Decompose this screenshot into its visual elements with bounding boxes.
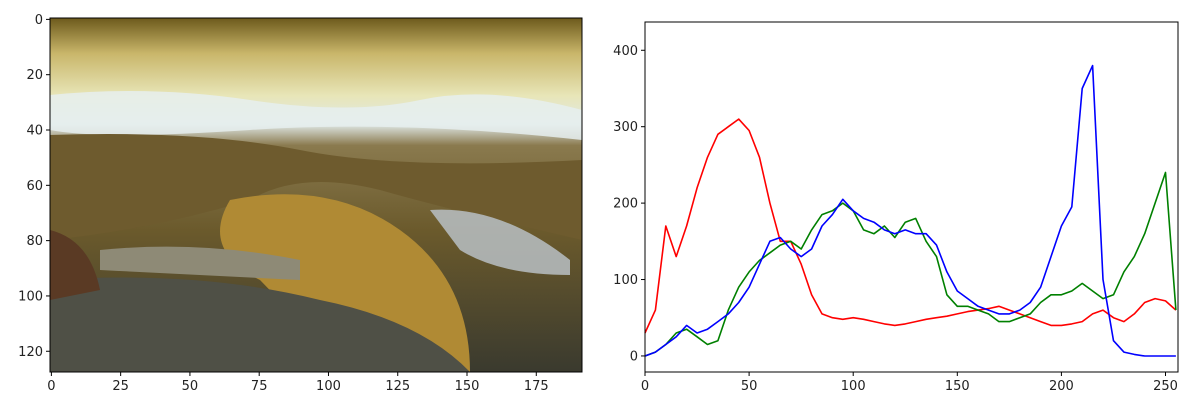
- x-tick-label: 0: [47, 379, 55, 394]
- y-tick-label: 80: [26, 234, 43, 249]
- x-tick-label: 50: [182, 379, 199, 394]
- x-tick-label: 0: [641, 379, 649, 394]
- y-tick-label: 0: [35, 13, 43, 28]
- y-tick-label: 200: [613, 197, 638, 212]
- x-tick-label: 250: [1153, 379, 1178, 394]
- x-tick-label: 100: [316, 379, 341, 394]
- y-tick-label: 60: [26, 179, 43, 194]
- x-tick-label: 75: [251, 379, 268, 394]
- photo: [50, 18, 582, 372]
- page: {"chart_data": [ {"type": "image", "xlim…: [0, 0, 1188, 401]
- y-tick-label: 120: [18, 345, 43, 360]
- y-tick-label: 300: [613, 120, 638, 135]
- y-tick-label: 100: [18, 289, 43, 304]
- figure: 0 25 50 75 100 125 150 175 0 20 40 60 80 100 120 0 50 100…: [0, 0, 1188, 401]
- x-tick-label: 100: [841, 379, 866, 394]
- x-tick-label: 25: [112, 379, 129, 394]
- x-tick-label: 150: [455, 379, 480, 394]
- y-tick-label: 400: [613, 44, 638, 59]
- series-line: [645, 173, 1176, 357]
- y-tick-label: 20: [26, 68, 43, 83]
- x-tick-label: 175: [524, 379, 549, 394]
- y-tick-label: 0: [630, 349, 638, 364]
- x-tick-label: 125: [385, 379, 410, 394]
- x-tick-label: 200: [1049, 379, 1074, 394]
- y-tick-label: 100: [613, 273, 638, 288]
- x-tick-label: 50: [741, 379, 758, 394]
- x-tick-label: 150: [945, 379, 970, 394]
- y-tick-label: 40: [26, 124, 43, 139]
